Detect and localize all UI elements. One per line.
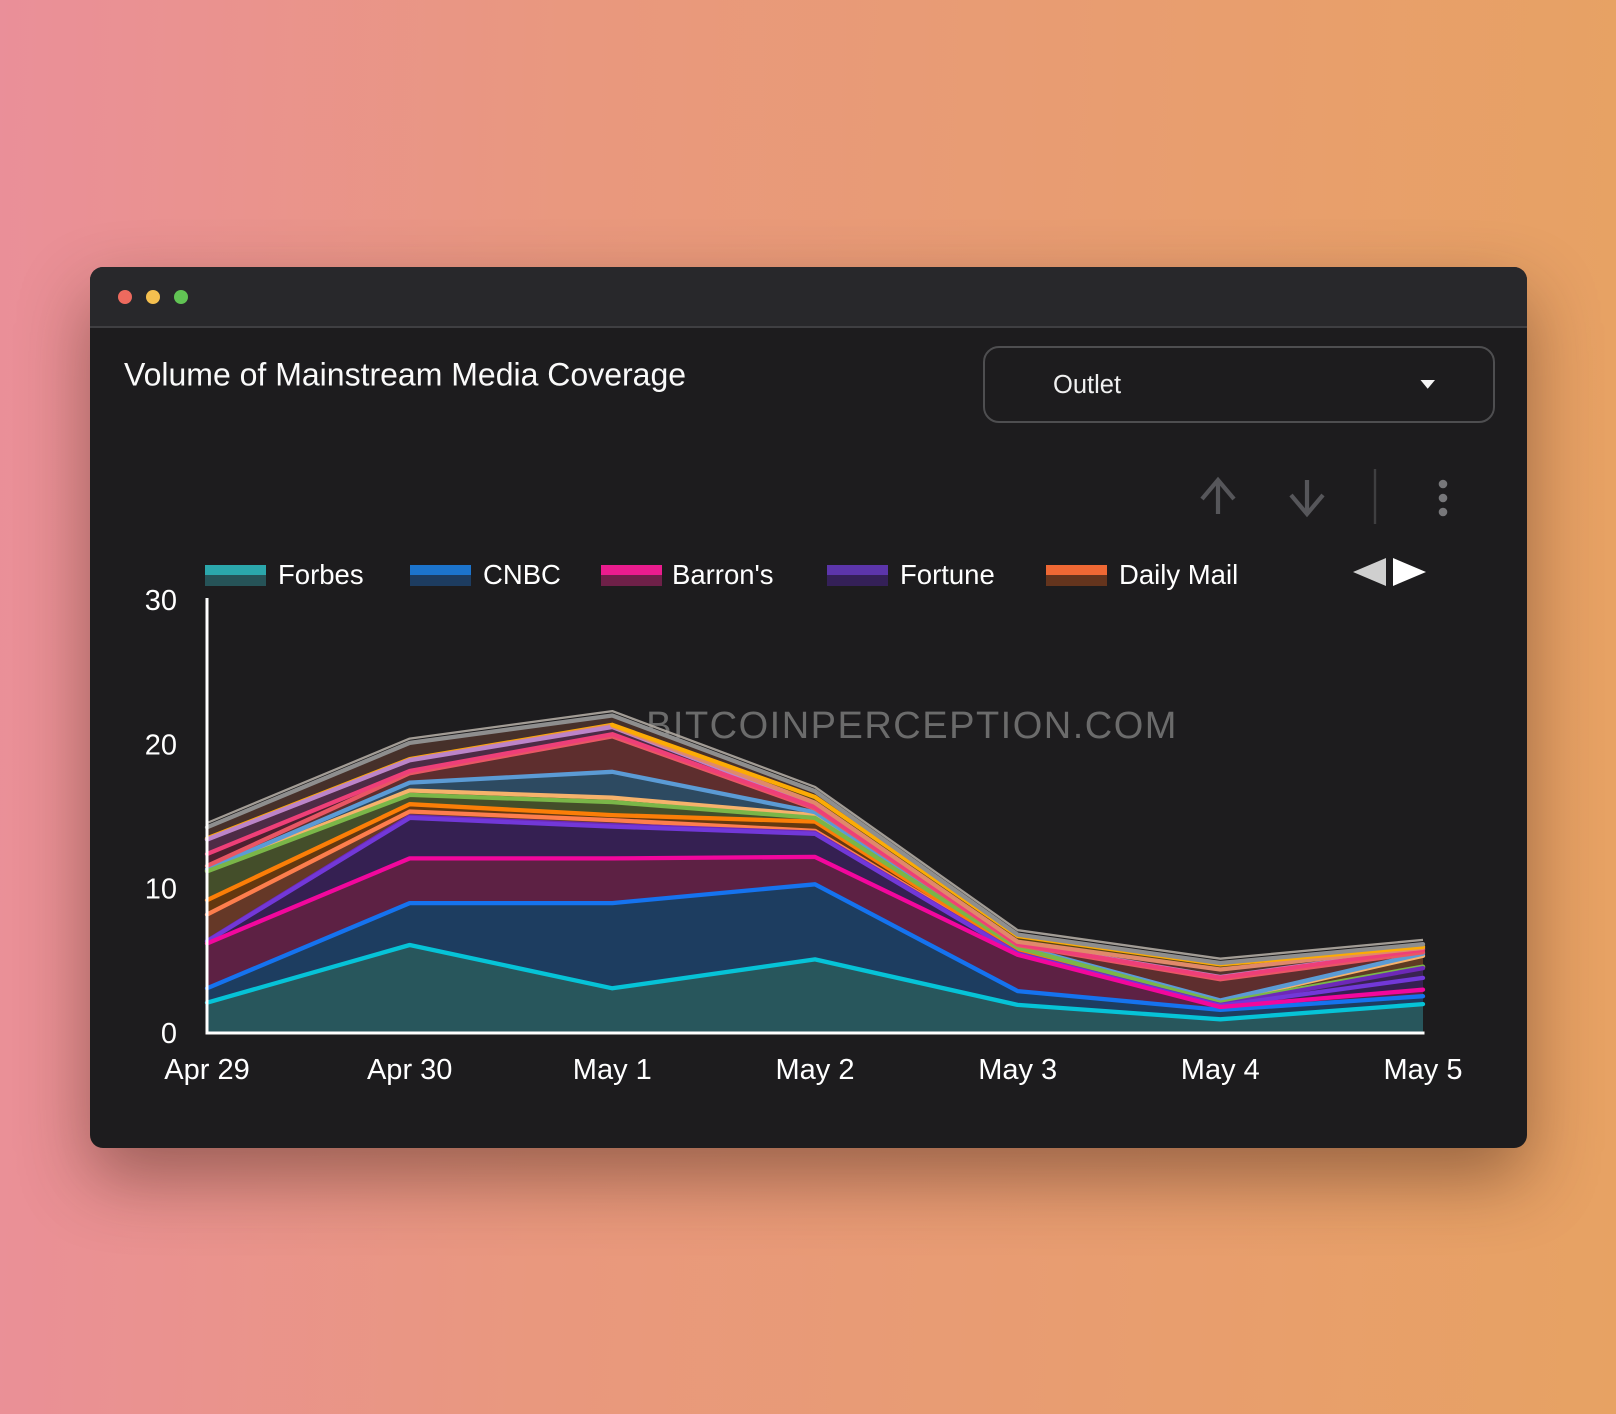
svg-text:BITCOINPERCEPTION.COM: BITCOINPERCEPTION.COM: [646, 705, 1178, 747]
svg-text:May 2: May 2: [776, 1054, 855, 1086]
svg-text:Apr 30: Apr 30: [367, 1054, 452, 1086]
svg-text:Daily Mail: Daily Mail: [1119, 559, 1238, 590]
svg-text:0: 0: [161, 1018, 177, 1050]
svg-text:CNBC: CNBC: [483, 559, 561, 590]
svg-text:Forbes: Forbes: [278, 559, 364, 590]
svg-text:Volume of Mainstream Media Cov: Volume of Mainstream Media Coverage: [124, 357, 686, 393]
svg-text:May 5: May 5: [1384, 1054, 1463, 1086]
svg-text:May 4: May 4: [1181, 1054, 1260, 1086]
svg-text:20: 20: [145, 729, 177, 761]
svg-text:Outlet: Outlet: [1053, 371, 1121, 399]
svg-text:10: 10: [145, 874, 177, 906]
svg-text:May 1: May 1: [573, 1054, 652, 1086]
svg-text:Apr 29: Apr 29: [164, 1054, 249, 1086]
svg-text:May 3: May 3: [978, 1054, 1057, 1086]
svg-text:30: 30: [145, 585, 177, 617]
svg-text:Barron's: Barron's: [672, 559, 774, 590]
svg-text:Fortune: Fortune: [900, 559, 995, 590]
